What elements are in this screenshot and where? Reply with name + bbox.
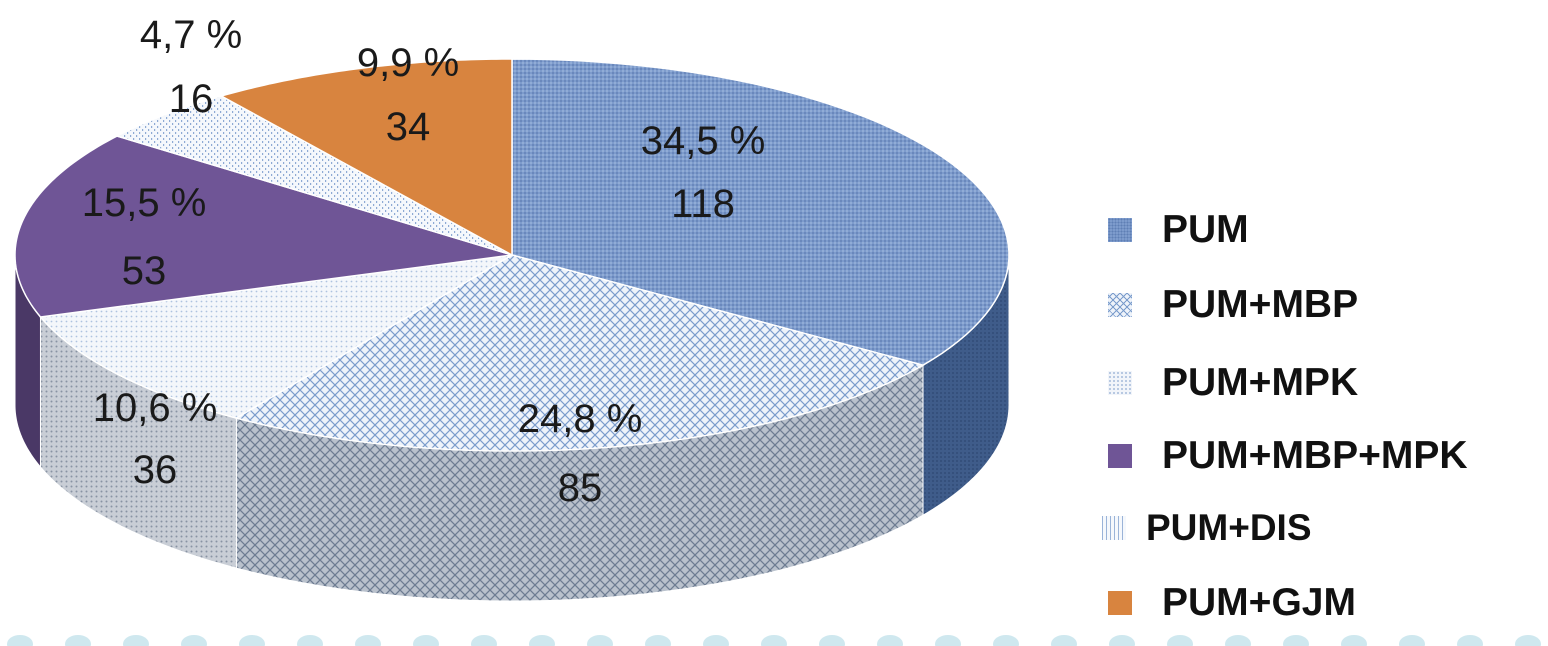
legend-item-pum-mpk[interactable]: PUM+MPK	[1108, 356, 1358, 410]
decorative-dot	[1515, 635, 1541, 646]
decorative-dot	[703, 635, 729, 646]
legend-swatch	[1102, 516, 1126, 540]
legend-swatch	[1108, 371, 1132, 395]
decorative-dot-row	[7, 635, 1541, 646]
decorative-dot	[935, 635, 961, 646]
data-label-percent-pum-mbp-mpk: 15,5 %	[82, 181, 207, 225]
pie-slice-pum-mbp-mpk[interactable]	[14, 135, 513, 318]
decorative-dot	[1225, 635, 1251, 646]
legend-swatch	[1108, 218, 1132, 242]
legend-item-pum-gjm[interactable]: PUM+GJM	[1108, 576, 1356, 630]
pie-slice-pum-mpk[interactable]	[38, 254, 513, 419]
decorative-dot	[1167, 635, 1193, 646]
data-label-percent-pum-mbp: 24,8 %	[518, 397, 643, 441]
legend-label: PUM+MPK	[1162, 361, 1359, 404]
pie-slice-pum-gjm[interactable]	[219, 58, 513, 257]
decorative-dot	[877, 635, 903, 646]
decorative-dot	[123, 635, 149, 646]
data-label-percent-pum: 34,5 %	[641, 119, 766, 163]
legend-item-pum-mbp[interactable]: PUM+MBP	[1108, 278, 1358, 332]
decorative-dot	[1399, 635, 1425, 646]
legend-label: PUM+MBP+MPK	[1162, 434, 1468, 477]
decorative-dot	[529, 635, 555, 646]
legend-label: PUM	[1162, 208, 1249, 251]
pie-slice-pum-mbp[interactable]	[234, 254, 925, 452]
pie-slice-labels: 34,5 % 118 24,8 % 85 10,6 % 36 15,5 % 53 4,7 % 16…	[82, 13, 766, 510]
data-label-count-pum-mbp: 85	[558, 466, 603, 510]
decorative-dot	[471, 635, 497, 646]
decorative-dot	[1341, 635, 1367, 646]
data-label-percent-pum-mpk: 10,6 %	[93, 386, 218, 430]
data-label-count-pum-gjm: 34	[386, 105, 431, 149]
legend-swatch	[1108, 591, 1132, 615]
decorative-dot	[645, 635, 671, 646]
pie-slice-sides	[14, 254, 1010, 602]
decorative-dot	[181, 635, 207, 646]
decorative-dot	[587, 635, 613, 646]
legend-swatch	[1108, 293, 1132, 317]
decorative-dot	[1051, 635, 1077, 646]
decorative-dot	[1283, 635, 1309, 646]
legend-label: PUM+GJM	[1162, 581, 1356, 624]
legend-label: PUM+DIS	[1146, 507, 1312, 548]
decorative-dot	[761, 635, 787, 646]
pie-slice-pum[interactable]	[511, 58, 1010, 367]
pie-slice-pum-dis[interactable]	[115, 95, 513, 256]
legend-item-pum-mbp-mpk[interactable]: PUM+MBP+MPK	[1108, 429, 1468, 483]
decorative-dot	[1109, 635, 1135, 646]
decorative-dot	[239, 635, 265, 646]
decorative-dot	[1457, 635, 1483, 646]
data-label-count-pum-dis: 16	[169, 77, 214, 121]
legend-item-pum[interactable]: PUM	[1108, 203, 1249, 257]
decorative-dot	[819, 635, 845, 646]
data-label-count-pum: 118	[671, 182, 735, 226]
data-label-percent-pum-dis: 4,7 %	[140, 13, 242, 57]
data-label-count-pum-mpk: 36	[133, 448, 178, 492]
legend-item-pum-dis[interactable]: PUM+DIS	[1102, 501, 1312, 555]
legend-label: PUM+MBP	[1162, 283, 1359, 326]
decorative-dot	[297, 635, 323, 646]
decorative-dot	[355, 635, 381, 646]
data-label-percent-pum-gjm: 9,9 %	[357, 41, 459, 85]
decorative-dot	[993, 635, 1019, 646]
pie-slice-tops	[14, 58, 1010, 452]
decorative-dot	[7, 635, 33, 646]
data-label-count-pum-mbp-mpk: 53	[122, 249, 167, 293]
legend-swatch	[1108, 444, 1132, 468]
decorative-dot	[65, 635, 91, 646]
decorative-dot	[413, 635, 439, 646]
